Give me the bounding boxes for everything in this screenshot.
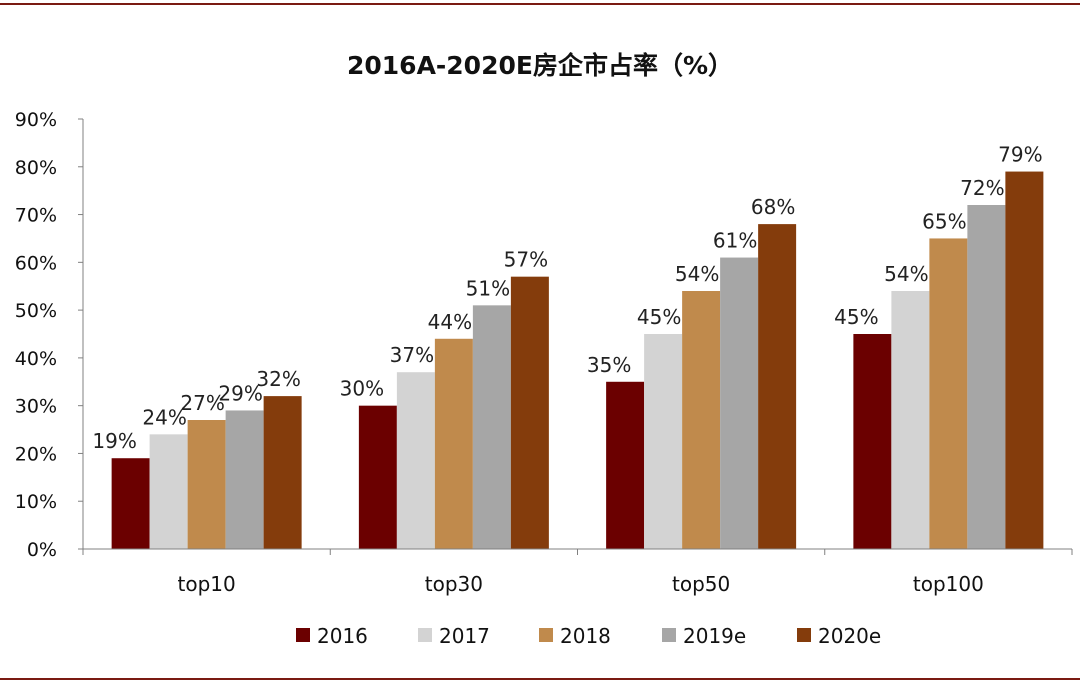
y-tick-label: 60% <box>15 252 57 274</box>
bar <box>510 276 549 549</box>
x-axis: top10 top30 top50 top100 <box>82 548 1073 596</box>
top-rule <box>0 3 1080 5</box>
data-label: 45% <box>637 305 681 329</box>
legend: 2016 2017 2018 2019e 2020e <box>296 624 881 648</box>
y-tick-label: 70% <box>15 205 57 227</box>
bar <box>225 410 264 549</box>
data-label: 68% <box>751 195 795 219</box>
bar <box>853 334 892 549</box>
y-tick-label: 0% <box>27 539 57 561</box>
bar <box>149 434 188 549</box>
data-label: 35% <box>587 353 631 377</box>
bar <box>111 458 150 549</box>
data-label: 29% <box>218 381 262 405</box>
bar <box>434 338 473 549</box>
x-tick-label: top50 <box>672 572 730 596</box>
y-tick-label: 40% <box>15 348 57 370</box>
y-tick-label: 80% <box>15 157 57 179</box>
bottom-rule <box>0 678 1080 680</box>
x-tick-label: top30 <box>425 572 483 596</box>
bar <box>967 205 1006 549</box>
y-tick-label: 10% <box>15 491 57 513</box>
data-label: 45% <box>834 305 878 329</box>
data-label: 57% <box>504 248 548 272</box>
bar <box>929 238 968 549</box>
bar <box>758 224 797 549</box>
bar-series-group <box>111 171 1044 550</box>
y-tick-label: 50% <box>15 300 57 322</box>
data-label: 32% <box>256 367 300 391</box>
y-axis: 0% 10% 20% 30% 40% 50% 60% 70% 80% 90% <box>15 109 84 561</box>
legend-label: 2019e <box>683 624 746 648</box>
bar <box>644 334 683 549</box>
data-label: 19% <box>92 429 136 453</box>
data-label: 65% <box>922 209 966 233</box>
legend-swatch <box>797 628 811 642</box>
bar <box>891 291 930 549</box>
chart-title: 2016A-2020E房企市占率（%） <box>347 51 733 80</box>
y-tick-label: 90% <box>15 109 57 131</box>
legend-swatch <box>296 628 310 642</box>
data-label: 61% <box>713 229 757 253</box>
x-tick-label: top10 <box>178 572 236 596</box>
data-label: 37% <box>390 343 434 367</box>
legend-label: 2018 <box>560 624 611 648</box>
bar <box>358 405 397 549</box>
bar <box>1005 171 1044 550</box>
legend-label: 2016 <box>317 624 368 648</box>
data-label: 79% <box>998 143 1042 167</box>
bar <box>720 257 759 549</box>
legend-swatch <box>539 628 553 642</box>
data-label: 51% <box>466 276 510 300</box>
data-label: 30% <box>340 377 384 401</box>
bar <box>472 305 511 549</box>
y-tick-label: 30% <box>15 396 57 418</box>
bar <box>396 372 435 549</box>
bar <box>682 291 721 549</box>
data-label: 54% <box>884 262 928 286</box>
data-label: 54% <box>675 262 719 286</box>
data-label: 24% <box>142 405 186 429</box>
data-label-group: 19%24%27%29%32% 30%37%44%51%57%35%45%54%6… <box>92 143 1042 454</box>
bar <box>263 396 302 549</box>
bar <box>187 420 226 549</box>
legend-swatch <box>662 628 676 642</box>
bar <box>606 381 645 549</box>
data-label: 44% <box>428 310 472 334</box>
legend-swatch <box>418 628 432 642</box>
x-tick-label: top100 <box>913 572 984 596</box>
legend-label: 2017 <box>439 624 490 648</box>
legend-label: 2020e <box>818 624 881 648</box>
data-label: 72% <box>960 176 1004 200</box>
y-tick-label: 20% <box>15 443 57 465</box>
data-label: 27% <box>180 391 224 415</box>
